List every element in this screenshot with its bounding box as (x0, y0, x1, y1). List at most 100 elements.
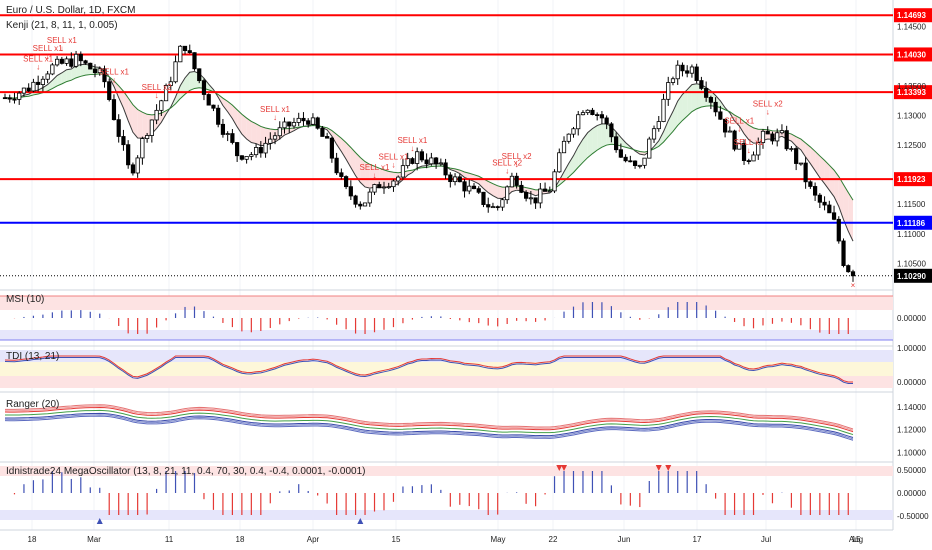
candle (822, 196, 827, 211)
candle-body (358, 203, 363, 207)
candle-body (704, 88, 709, 98)
candle-body (258, 147, 263, 154)
time-tick: Jul (761, 535, 771, 544)
ma-cloud-segment (672, 101, 678, 132)
candle (424, 153, 429, 169)
ma-cloud-segment (829, 165, 835, 197)
candle (45, 70, 50, 84)
candle-body (12, 98, 17, 101)
candle-body (751, 154, 756, 162)
candle-body (746, 160, 751, 163)
candle-body (348, 186, 353, 197)
ma-cloud-segment (71, 65, 77, 81)
candle (343, 175, 349, 190)
candle (377, 181, 382, 189)
price-tick: 1.11500 (897, 200, 926, 209)
candle (784, 125, 789, 151)
candle (779, 124, 785, 135)
ranger-tick: 1.12000 (897, 426, 926, 435)
candle-body (505, 186, 510, 201)
price-tick: 1.13000 (897, 111, 926, 120)
candle-body (675, 64, 680, 80)
ma-cloud-segment (682, 89, 688, 121)
candle (713, 97, 718, 117)
candle (434, 156, 439, 169)
ma-cloud-segment (132, 104, 138, 138)
candle-body (315, 117, 320, 129)
candle (306, 118, 311, 128)
candle-body (83, 60, 88, 64)
candle-body (225, 133, 230, 135)
candle (2, 93, 8, 100)
candle-body (623, 156, 628, 162)
mega-tick: -0.50000 (897, 512, 929, 521)
candle (149, 119, 154, 143)
candle-body (680, 64, 685, 72)
msi-lower-zone (0, 330, 893, 340)
candle-body (206, 94, 211, 106)
time-tick: Mar (87, 535, 101, 544)
sell-signal: SELL x1 (47, 36, 77, 45)
candle (182, 45, 188, 55)
candle-body (107, 81, 112, 100)
candle-body (59, 58, 64, 64)
candle (258, 141, 263, 158)
candle-body (272, 135, 278, 140)
candle-body (140, 138, 145, 159)
ma-cloud-segment (578, 139, 583, 168)
candle-body (481, 191, 486, 205)
candle-body (301, 117, 306, 122)
candle (282, 117, 287, 134)
time-tick: Apr (307, 535, 320, 544)
candle-body (329, 137, 334, 159)
ma-cloud-segment (791, 134, 797, 147)
level-price-text: 1.14693 (897, 11, 926, 20)
candle-body (850, 271, 856, 277)
candle (381, 181, 387, 194)
sell-signal: SELL x1 (734, 138, 764, 147)
candle (206, 93, 211, 106)
candle (197, 68, 202, 84)
tdi-tick: 1.00000 (897, 344, 926, 353)
candle (533, 197, 538, 209)
ma-cloud-segment (341, 138, 347, 160)
ma-cloud-segment (227, 101, 233, 119)
candle-body (230, 133, 235, 143)
candle-body (182, 45, 188, 51)
candle-body (661, 98, 666, 122)
price-panel[interactable]: ×SELL x1↓SELL x1↓SELL x1↓SELL x1↓SELL x2… (0, 14, 893, 290)
candle-body (538, 188, 543, 204)
candle (462, 179, 467, 198)
last-price-tag (894, 268, 932, 283)
mega-buy-marker (96, 518, 103, 524)
tdi-upper-zone (0, 350, 893, 362)
slow-ma-line (4, 73, 854, 201)
ma-cloud-segment (597, 123, 602, 151)
mega-upper-zone (0, 466, 893, 476)
level-price-label: 1.11923 (894, 172, 932, 187)
ma-cloud-segment (374, 166, 380, 188)
ma-cloud-segment (407, 170, 413, 176)
sell-arrow: ↓ (273, 113, 277, 122)
ranger-tick: 1.14000 (897, 403, 926, 412)
ma-cloud-segment (815, 151, 820, 178)
candle (277, 121, 282, 140)
ranger-band (4, 404, 854, 430)
candle-body (519, 184, 524, 193)
candle-body (211, 104, 216, 109)
level-price-label: 1.11186 (894, 215, 932, 230)
ma-cloud-segment (691, 83, 697, 112)
candle-body (149, 119, 154, 136)
candle-body (135, 157, 140, 174)
ma-cloud-segment (336, 134, 342, 152)
candle-body (97, 68, 102, 74)
ma-cloud-segment (241, 114, 247, 140)
price-tick: 1.14500 (897, 23, 926, 32)
candle-body (476, 188, 481, 193)
candle (163, 83, 169, 102)
candle-body (343, 176, 349, 188)
candle-body (126, 144, 131, 166)
candle-body (670, 78, 676, 83)
candle (452, 173, 458, 186)
candle (239, 155, 244, 161)
